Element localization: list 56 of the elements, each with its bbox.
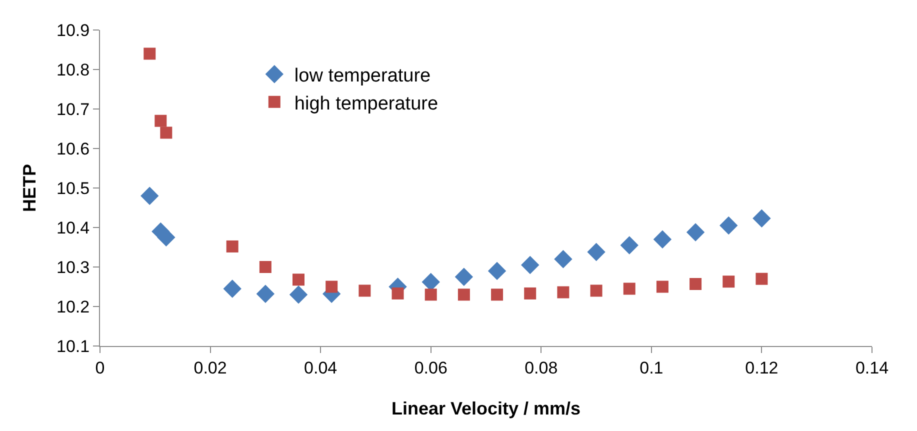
x-tick-label: 0.06 [414, 358, 448, 378]
point [554, 250, 572, 268]
y-tick-label: 10.1 [56, 336, 90, 356]
point [326, 280, 338, 293]
point [392, 287, 404, 300]
x-tick-label: 0 [95, 358, 105, 378]
point [289, 286, 308, 304]
point [524, 287, 536, 300]
point [223, 280, 242, 298]
point [454, 268, 474, 286]
point [557, 286, 570, 298]
point [756, 272, 768, 285]
point [590, 284, 602, 297]
x-tick-label: 0.1 [640, 358, 664, 378]
legend-label: high temperature [294, 93, 438, 114]
point [653, 230, 672, 248]
point [521, 256, 540, 274]
point [587, 242, 606, 262]
point [488, 262, 506, 280]
x-tick-label: 0.04 [304, 358, 338, 378]
y-axis-title: HETP [20, 164, 40, 212]
point [656, 280, 668, 293]
y-tick-label: 10.9 [56, 20, 90, 40]
point [154, 114, 167, 127]
x-tick-label: 0.12 [745, 358, 778, 378]
y-tick-label: 10.4 [56, 218, 90, 238]
point [160, 126, 172, 139]
point [458, 288, 470, 301]
point [752, 209, 771, 228]
y-tick-label: 10.6 [56, 139, 90, 158]
y-tick-label: 10.5 [56, 178, 90, 198]
point [424, 288, 437, 301]
y-tick-label: 10.3 [56, 258, 90, 277]
point [722, 276, 735, 288]
x-axis-title: Linear Velocity / mm/s [391, 398, 581, 418]
x-tick-label: 0.14 [855, 358, 889, 378]
point [720, 216, 738, 235]
y-tick-label: 10.2 [56, 297, 90, 316]
point [226, 240, 238, 252]
legend-label: low temperature [294, 66, 431, 87]
point [144, 48, 156, 60]
point [140, 186, 159, 205]
point [623, 282, 636, 295]
y-tick-label: 10.7 [56, 100, 90, 119]
point [491, 288, 504, 301]
point [157, 228, 176, 246]
point [620, 236, 638, 254]
point [256, 284, 275, 303]
point [259, 261, 272, 273]
point [292, 274, 305, 286]
x-tick-label: 0.02 [194, 358, 227, 378]
y-tick-label: 10.8 [56, 60, 90, 80]
point [686, 223, 705, 242]
x-tick-label: 0.08 [524, 358, 558, 378]
point [358, 284, 371, 297]
point [690, 278, 702, 290]
